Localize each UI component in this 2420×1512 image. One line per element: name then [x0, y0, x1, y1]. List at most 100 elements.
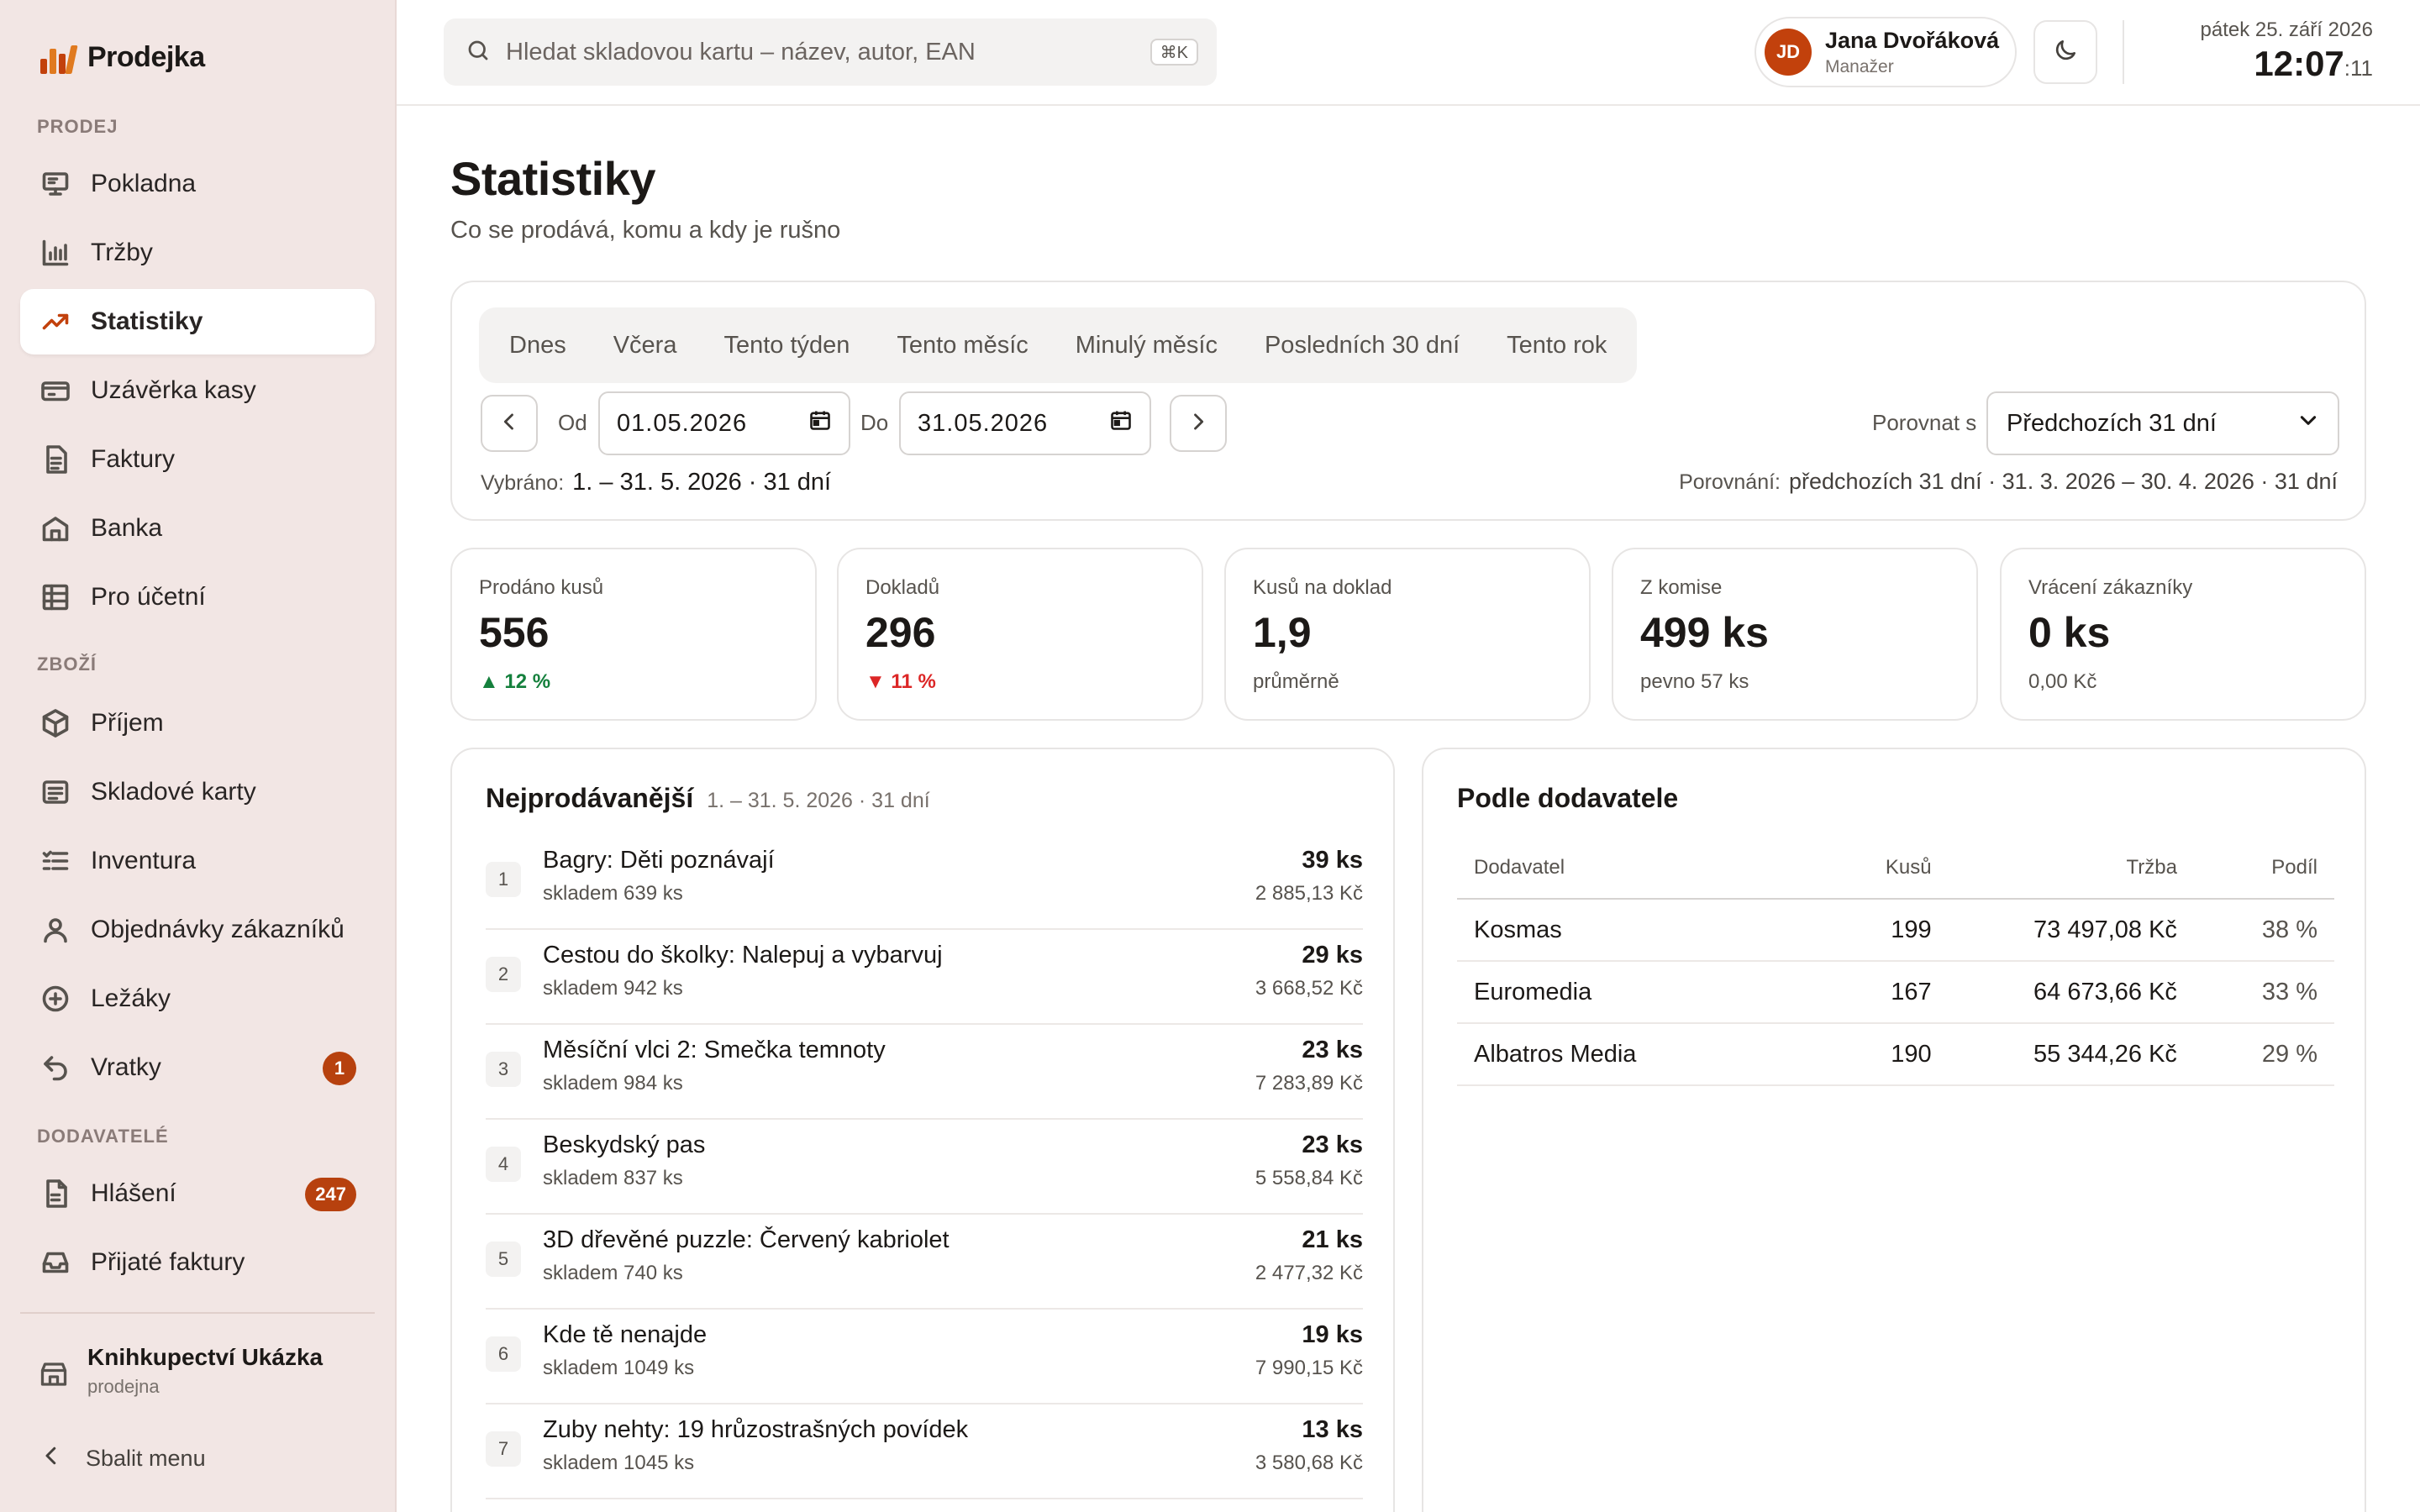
- search-shortcut-hint: ⌘K: [1150, 39, 1198, 66]
- next-period-button[interactable]: [1170, 395, 1227, 452]
- kpi-card-z-komise: Z komise 499 ks pevno 57 ks: [1612, 548, 1978, 721]
- date-to-input[interactable]: 31.05.2026: [899, 391, 1151, 455]
- column-header-dodavatel[interactable]: Dodavatel: [1457, 837, 1826, 900]
- user-name: Jana Dvořáková: [1825, 27, 2000, 53]
- product-revenue: 3 580,68 Kč: [1255, 1452, 1363, 1474]
- kpi-value: 499 ks: [1640, 609, 1769, 656]
- kpi-card-dokladu: Dokladů 296 ▼ 11 %: [837, 548, 1203, 721]
- preset-vcera[interactable]: Včera: [613, 331, 677, 359]
- preset-tento-tyden[interactable]: Tento týden: [723, 331, 850, 359]
- product-qty: 29 ks: [1302, 942, 1363, 969]
- kpi-note: pevno 57 ks: [1640, 670, 1749, 693]
- sidebar-item-pro-ucetni[interactable]: Pro účetní: [20, 564, 375, 630]
- clock: pátek 25. září 2026 12:07:11: [2201, 18, 2373, 84]
- column-header-podil[interactable]: Podíl: [2193, 837, 2334, 900]
- comparison-range: Porovnání: předchozích 31 dní · 31. 3. 20…: [1679, 469, 2338, 495]
- sidebar-item-label: Ležáky: [91, 984, 171, 1012]
- sidebar-item-pokladna[interactable]: Pokladna: [20, 151, 375, 217]
- preset-poslednich-30-dni[interactable]: Posledních 30 dní: [1264, 331, 1460, 359]
- table-row[interactable]: Albatros Media 190 55 344,26 Kč 29 %: [1457, 1023, 2334, 1086]
- kpi-note: průměrně: [1253, 670, 1339, 693]
- search-input[interactable]: [506, 38, 1094, 66]
- product-qty: 39 ks: [1302, 847, 1363, 874]
- sidebar-item-statistiky[interactable]: Statistiky: [20, 289, 375, 354]
- sidebar-item-lezaky[interactable]: Ležáky: [20, 966, 375, 1032]
- bar-chart-icon: [39, 236, 72, 270]
- compare-select[interactable]: Předchozích 31 dní: [1986, 391, 2339, 455]
- product-stock: skladem 1045 ks: [543, 1452, 695, 1474]
- store-switcher[interactable]: Knihkupectví Ukázka prodejna: [39, 1344, 323, 1398]
- sidebar-item-vratky[interactable]: Vratky 1: [20, 1035, 375, 1100]
- sidebar-item-inventura[interactable]: Inventura: [20, 828, 375, 894]
- user-menu[interactable]: JD Jana Dvořáková Manažer: [1754, 17, 2017, 87]
- checklist-icon: [39, 844, 72, 878]
- vratky-count-badge: 1: [323, 1052, 356, 1085]
- kpi-card-kusu-na-doklad: Kusů na doklad 1,9 průměrně: [1224, 548, 1591, 721]
- product-revenue: 7 283,89 Kč: [1255, 1072, 1363, 1095]
- date-from-input[interactable]: 01.05.2026: [598, 391, 850, 455]
- page-title: Statistiky: [450, 152, 656, 205]
- sidebar-item-uzaverka-kasy[interactable]: Uzávěrka kasy: [20, 358, 375, 423]
- previous-period-button[interactable]: [481, 395, 538, 452]
- column-header-trzba[interactable]: Tržba: [1948, 837, 2194, 900]
- sidebar-item-faktury[interactable]: Faktury: [20, 427, 375, 492]
- bestsellers-period: 1. – 31. 5. 2026 · 31 dní: [707, 789, 930, 812]
- supplier-share: 29 %: [2193, 1023, 2334, 1086]
- theme-toggle-button[interactable]: [2033, 20, 2097, 84]
- app-logo[interactable]: Prodejka: [39, 37, 205, 77]
- search-icon: [466, 38, 491, 67]
- bank-icon: [39, 512, 72, 545]
- bestseller-row[interactable]: 5 3D dřevěné puzzle: Červený kabriolet s…: [486, 1215, 1363, 1310]
- card-list-icon: [39, 775, 72, 809]
- suppliers-title: Podle dodavatele: [1457, 783, 1679, 813]
- selected-range-value: 1. – 31. 5. 2026 · 31 dní: [572, 469, 832, 496]
- sidebar-item-objednavky-zakazniku[interactable]: Objednávky zákazníků: [20, 897, 375, 963]
- date-to-value: 31.05.2026: [918, 409, 1049, 437]
- bestseller-row[interactable]: 6 Kde tě nenajde skladem 1049 ks 19 ks 7…: [486, 1310, 1363, 1404]
- section-label-dodavatele: DODAVATELÉ: [37, 1126, 169, 1147]
- product-qty: 23 ks: [1302, 1037, 1363, 1063]
- calendar-icon: [808, 408, 832, 438]
- bestseller-row[interactable]: 3 Měsíční vlci 2: Smečka temnoty skladem…: [486, 1025, 1363, 1120]
- product-name: 3D dřevěné puzzle: Červený kabriolet: [543, 1226, 950, 1253]
- rank-number: 5: [486, 1242, 521, 1277]
- search-bar[interactable]: ⌘K: [444, 18, 1217, 86]
- sidebar-item-prijem[interactable]: Příjem: [20, 690, 375, 756]
- section-label-prodej: PRODEJ: [37, 116, 118, 137]
- compare-selected-value: Předchozích 31 dní: [2007, 409, 2217, 437]
- bestseller-row[interactable]: 7 Zuby nehty: 19 hrůzostrašných povídek …: [486, 1404, 1363, 1499]
- kpi-label: Kusů na doklad: [1253, 576, 1392, 599]
- date-filter-panel: Dnes Včera Tento týden Tento měsíc Minul…: [450, 281, 2366, 521]
- sidebar-item-trzby[interactable]: Tržby: [20, 220, 375, 286]
- product-name: Cestou do školky: Nalepuj a vybarvuj: [543, 942, 943, 969]
- kpi-value: 296: [865, 609, 936, 656]
- comparison-range-label: Porovnání:: [1679, 470, 1781, 494]
- sidebar-item-label: Přijaté faktury: [91, 1248, 245, 1276]
- sidebar-item-hlaseni[interactable]: Hlášení 247: [20, 1161, 375, 1226]
- sidebar-item-label: Hlášení: [91, 1179, 176, 1207]
- product-qty: 21 ks: [1302, 1226, 1363, 1253]
- preset-minuly-mesic[interactable]: Minulý měsíc: [1075, 331, 1218, 359]
- logo-bars-icon: [39, 40, 79, 74]
- bestseller-row[interactable]: 4 Beskydský pas skladem 837 ks 23 ks 5 5…: [486, 1120, 1363, 1215]
- bestseller-row[interactable]: 1 Bagry: Děti poznávají skladem 639 ks 3…: [486, 835, 1363, 930]
- hlaseni-count-badge: 247: [305, 1178, 356, 1211]
- supplier-share: 33 %: [2193, 961, 2334, 1024]
- column-header-kusu[interactable]: Kusů: [1825, 837, 1949, 900]
- preset-tento-mesic[interactable]: Tento měsíc: [897, 331, 1028, 359]
- table-row[interactable]: Kosmas 199 73 497,08 Kč 38 %: [1457, 899, 2334, 962]
- date-to-label: Do: [860, 410, 889, 435]
- sidebar-item-banka[interactable]: Banka: [20, 496, 375, 561]
- sidebar-item-prijate-faktury[interactable]: Přijaté faktury: [20, 1230, 375, 1295]
- period-presets: Dnes Včera Tento týden Tento měsíc Minul…: [479, 307, 1638, 383]
- preset-tento-rok[interactable]: Tento rok: [1507, 331, 1607, 359]
- supplier-revenue: 64 673,66 Kč: [1948, 961, 2194, 1024]
- date-from-label: Od: [558, 410, 587, 435]
- preset-dnes[interactable]: Dnes: [509, 331, 566, 359]
- cash-icon: [39, 374, 72, 407]
- table-row[interactable]: Euromedia 167 64 673,66 Kč 33 %: [1457, 961, 2334, 1024]
- bestseller-row[interactable]: 2 Cestou do školky: Nalepuj a vybarvuj s…: [486, 930, 1363, 1025]
- collapse-menu-button[interactable]: Sbalit menu: [39, 1443, 206, 1474]
- sidebar-item-skladove-karty[interactable]: Skladové karty: [20, 759, 375, 825]
- kpi-label: Dokladů: [865, 576, 940, 599]
